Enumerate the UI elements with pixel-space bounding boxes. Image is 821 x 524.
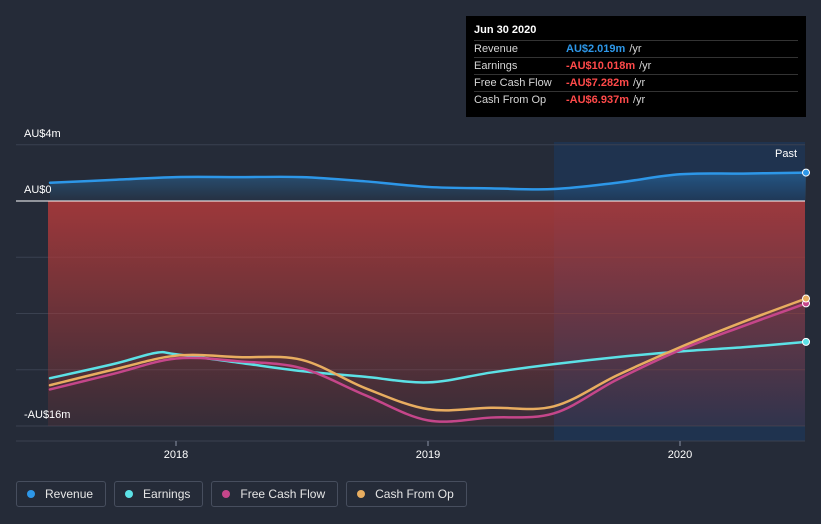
y-tick-label: -AU$16m: [24, 409, 70, 421]
y-axis-labels: AU$4m AU$0 -AU$16m: [24, 128, 70, 421]
tooltip-date: Jun 30 2020: [474, 24, 537, 36]
tooltip-row-cash-from-op: Cash From Op -AU$6.937m /yr: [474, 91, 798, 108]
loss-area: [48, 201, 805, 426]
legend-item-cash-from-op[interactable]: Cash From Op: [346, 481, 467, 507]
legend-label: Free Cash Flow: [240, 487, 326, 501]
legend-item-free-cash-flow[interactable]: Free Cash Flow: [211, 481, 339, 507]
legend: Revenue Earnings Free Cash Flow Cash Fro…: [16, 481, 475, 507]
series-line-revenue: [48, 171, 808, 191]
series-lines: [48, 168, 810, 423]
tooltip-value: -AU$7.282m: [566, 77, 629, 89]
series-endpoint-revenue: [802, 168, 810, 177]
past-label: Past: [775, 148, 797, 160]
legend-label: Earnings: [143, 487, 191, 501]
tooltip-value: -AU$10.018m: [566, 60, 636, 72]
tooltip-value: -AU$6.937m: [566, 94, 629, 106]
tooltip-label: Free Cash Flow: [474, 77, 552, 89]
tooltip: Jun 30 2020 Revenue AU$2.019m /yr Earnin…: [466, 16, 806, 117]
series-line-free-cash-flow: [48, 302, 808, 423]
x-tick-label: 2018: [164, 449, 188, 461]
legend-dot-icon: [222, 490, 231, 498]
tooltip-row-revenue: Revenue AU$2.019m /yr: [474, 40, 798, 57]
x-tick-label: 2019: [416, 449, 440, 461]
tooltip-value: AU$2.019m: [566, 43, 626, 55]
series-line-cash-from-op: [48, 297, 808, 412]
tooltip-unit: /yr: [632, 77, 646, 89]
tooltip-unit: /yr: [639, 60, 652, 72]
legend-label: Cash From Op: [375, 487, 454, 501]
y-tick-label: AU$4m: [24, 128, 61, 140]
series-endpoint-earnings: [802, 337, 810, 346]
series-endpoint-cash-from-op: [802, 294, 810, 303]
tooltip-row-free-cash-flow: Free Cash Flow -AU$7.282m /yr: [474, 74, 798, 91]
tooltip-unit: /yr: [629, 43, 642, 55]
revenue-area: [50, 172, 806, 201]
tooltip-label: Earnings: [474, 60, 518, 72]
legend-item-earnings[interactable]: Earnings: [114, 481, 204, 507]
x-axis-labels: 2018 2019 2020: [164, 441, 692, 461]
x-tick-label: 2020: [668, 449, 692, 461]
legend-dot-icon: [125, 490, 134, 498]
legend-label: Revenue: [45, 487, 94, 501]
legend-dot-icon: [357, 490, 366, 498]
y-tick-label: AU$0: [24, 184, 52, 196]
legend-item-revenue[interactable]: Revenue: [16, 481, 107, 507]
tooltip-unit: /yr: [632, 94, 646, 106]
legend-dot-icon: [27, 490, 35, 498]
tooltip-label: Cash From Op: [474, 94, 547, 106]
tooltip-label: Revenue: [474, 43, 519, 55]
tooltip-row-earnings: Earnings -AU$10.018m /yr: [474, 57, 798, 74]
